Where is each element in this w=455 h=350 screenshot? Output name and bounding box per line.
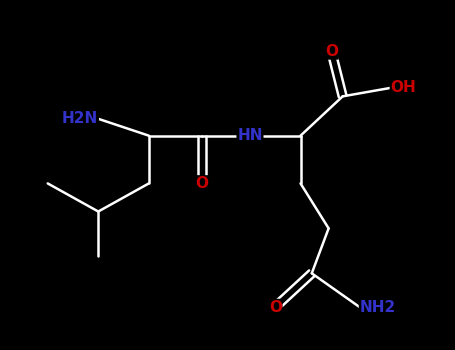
Text: OH: OH bbox=[390, 80, 416, 96]
Text: O: O bbox=[196, 176, 209, 191]
Text: O: O bbox=[325, 44, 338, 59]
Text: NH2: NH2 bbox=[359, 300, 396, 315]
Text: H2N: H2N bbox=[62, 111, 98, 126]
Text: HN: HN bbox=[237, 128, 263, 143]
Text: O: O bbox=[269, 300, 282, 315]
